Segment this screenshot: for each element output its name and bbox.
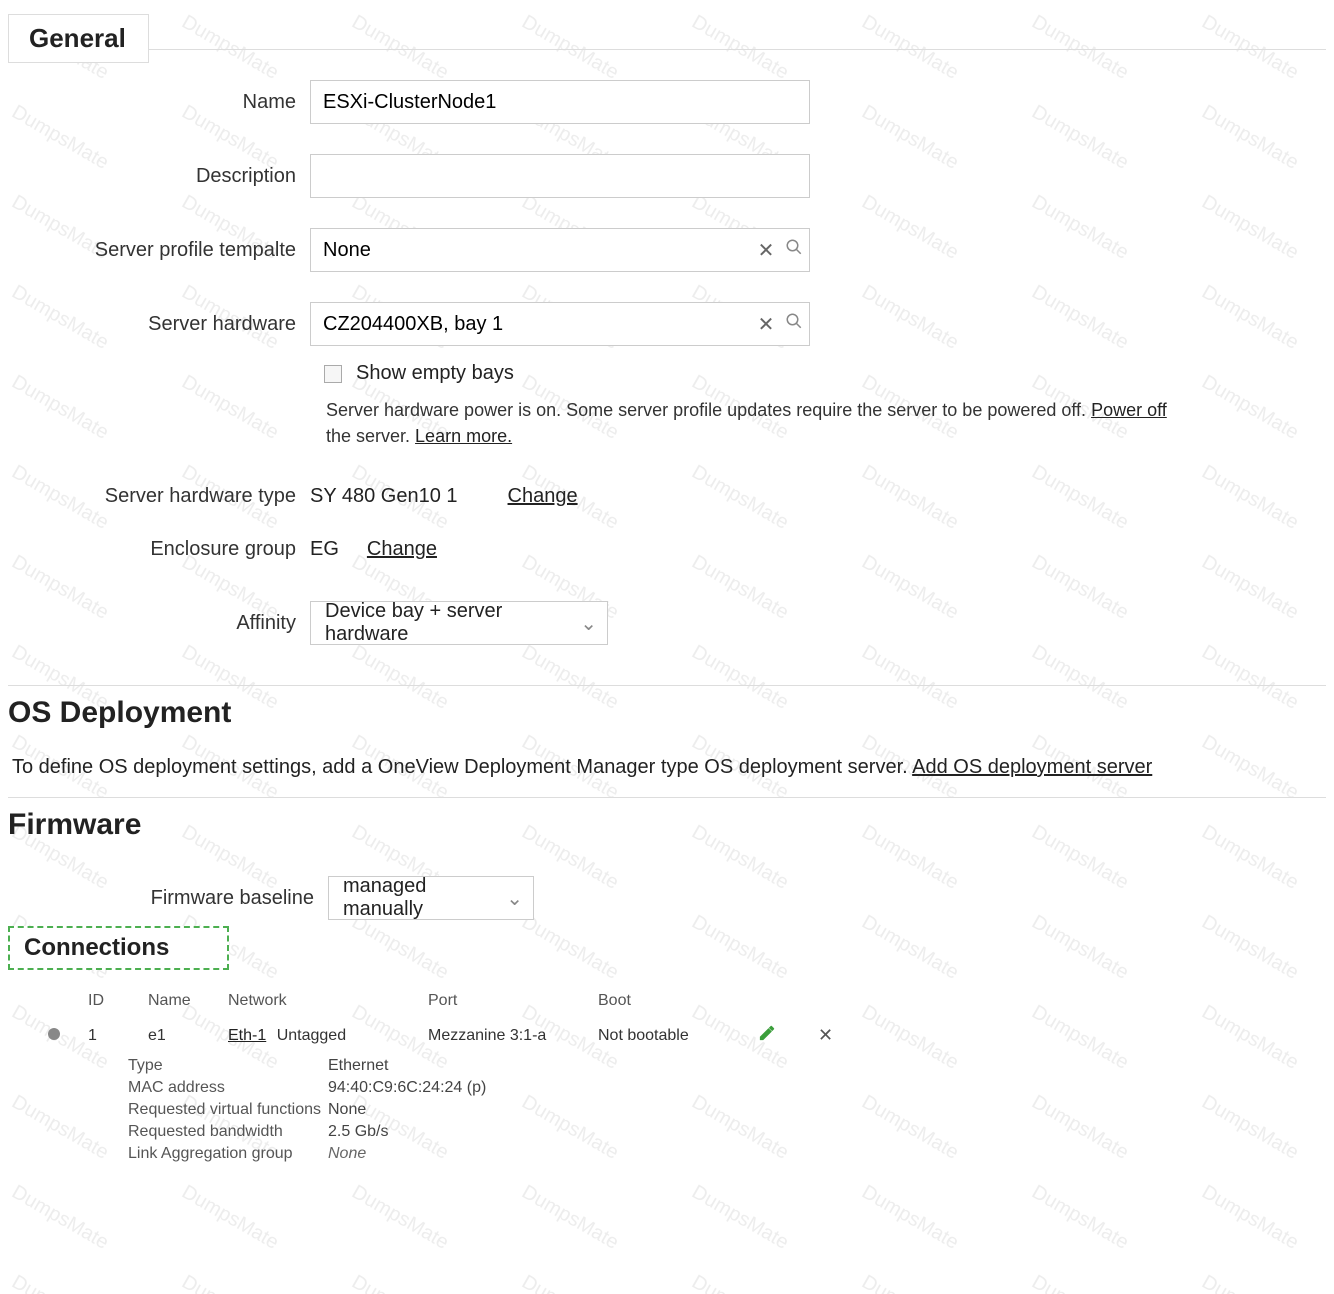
detail-type-v: Ethernet bbox=[328, 1057, 628, 1075]
label-firmware-baseline: Firmware baseline bbox=[8, 887, 328, 910]
clear-icon[interactable]: ✕ bbox=[753, 238, 779, 263]
label-template: Server profile tempalte bbox=[8, 239, 310, 262]
name-input[interactable] bbox=[310, 80, 810, 124]
connections-header-row: ID Name Network Port Boot bbox=[48, 992, 1306, 1010]
conn-network-tag: Untagged bbox=[277, 1027, 346, 1044]
label-description: Description bbox=[8, 165, 310, 188]
conn-id: 1 bbox=[88, 1027, 148, 1045]
search-icon[interactable] bbox=[779, 238, 809, 262]
conn-name: e1 bbox=[148, 1027, 228, 1045]
search-icon[interactable] bbox=[779, 312, 809, 336]
firmware-baseline-value: managed manually bbox=[343, 875, 496, 921]
chevron-down-icon: ⌄ bbox=[580, 611, 597, 636]
label-name: Name bbox=[8, 91, 310, 114]
detail-mac-v: 94:40:C9:6C:24:24 (p) bbox=[328, 1079, 628, 1097]
section-title: General bbox=[29, 23, 126, 53]
row-affinity: Affinity Device bay + server hardware ⌄ bbox=[8, 601, 1326, 645]
label-hw-type: Server hardware type bbox=[8, 485, 310, 508]
col-boot: Boot bbox=[598, 992, 758, 1010]
template-combo-text[interactable] bbox=[311, 229, 753, 271]
description-input[interactable] bbox=[310, 154, 810, 198]
power-off-link[interactable]: Power off bbox=[1091, 400, 1167, 420]
col-id: ID bbox=[88, 992, 148, 1010]
row-firmware-baseline: Firmware baseline managed manually ⌄ bbox=[8, 876, 1326, 920]
section-title: Firmware bbox=[8, 808, 141, 841]
conn-network-link[interactable]: Eth-1 bbox=[228, 1027, 266, 1044]
section-title: OS Deployment bbox=[8, 696, 231, 729]
section-header-firmware: Firmware bbox=[8, 808, 1326, 842]
section-title: Connections bbox=[24, 934, 169, 961]
affinity-value: Device bay + server hardware bbox=[325, 600, 570, 646]
page-content: General Name Description Server profile … bbox=[0, 0, 1334, 1163]
col-name: Name bbox=[148, 992, 228, 1010]
hardware-combo[interactable]: ✕ bbox=[310, 302, 810, 346]
row-description: Description bbox=[8, 154, 1326, 198]
row-hardware: Server hardware ✕ bbox=[8, 302, 1326, 346]
hw-type-change-link[interactable]: Change bbox=[508, 485, 578, 508]
template-combo[interactable]: ✕ bbox=[310, 228, 810, 272]
detail-lag-v: None bbox=[328, 1145, 628, 1163]
delete-icon[interactable]: ✕ bbox=[818, 1025, 858, 1046]
conn-port: Mezzanine 3:1-a bbox=[428, 1027, 598, 1045]
power-note: Server hardware power is on. Some server… bbox=[326, 397, 1186, 449]
row-template: Server profile tempalte ✕ bbox=[8, 228, 1326, 272]
chevron-down-icon: ⌄ bbox=[506, 886, 523, 911]
label-hardware: Server hardware bbox=[8, 313, 310, 336]
section-rule bbox=[8, 49, 1326, 50]
status-dot-icon bbox=[48, 1028, 60, 1040]
section-rule bbox=[8, 797, 1326, 798]
section-rule bbox=[8, 685, 1326, 686]
label-enclosure-group: Enclosure group bbox=[8, 538, 310, 561]
connection-row: 1 e1 Eth-1 Untagged Mezzanine 3:1-a Not … bbox=[48, 1020, 1306, 1051]
enclosure-group-value: EG bbox=[310, 538, 339, 561]
add-os-server-link[interactable]: Add OS deployment server bbox=[912, 756, 1152, 778]
row-enclosure-group: Enclosure group EG Change bbox=[8, 538, 1326, 561]
row-name: Name bbox=[8, 80, 1326, 124]
power-note-prefix: Server hardware power is on. Some server… bbox=[326, 400, 1091, 420]
learn-more-link[interactable]: Learn more. bbox=[415, 426, 512, 446]
os-text-prefix: To define OS deployment settings, add a … bbox=[12, 756, 912, 778]
col-network: Network bbox=[228, 992, 428, 1010]
detail-mac-k: MAC address bbox=[128, 1079, 328, 1097]
detail-rvf-k: Requested virtual functions bbox=[128, 1101, 328, 1119]
detail-rbw-k: Requested bandwidth bbox=[128, 1123, 328, 1141]
firmware-baseline-dropdown[interactable]: managed manually ⌄ bbox=[328, 876, 534, 920]
power-note-mid: the server. bbox=[326, 426, 415, 446]
hardware-combo-text[interactable] bbox=[311, 303, 753, 345]
detail-rbw-v: 2.5 Gb/s bbox=[328, 1123, 628, 1141]
show-empty-bays-checkbox[interactable] bbox=[324, 365, 342, 383]
section-header-general: General bbox=[8, 14, 149, 63]
detail-rvf-v: None bbox=[328, 1101, 628, 1119]
section-header-connections: Connections bbox=[8, 926, 229, 970]
detail-type-k: Type bbox=[128, 1057, 328, 1075]
edit-icon[interactable] bbox=[758, 1024, 818, 1047]
conn-boot: Not bootable bbox=[598, 1027, 758, 1045]
os-deployment-text: To define OS deployment settings, add a … bbox=[12, 756, 1322, 779]
connections-table: ID Name Network Port Boot 1 e1 Eth-1 Unt… bbox=[48, 992, 1306, 1163]
show-empty-bays-label: Show empty bays bbox=[356, 362, 514, 385]
col-port: Port bbox=[428, 992, 598, 1010]
row-show-empty-bays: Show empty bays bbox=[324, 362, 1326, 385]
enclosure-group-change-link[interactable]: Change bbox=[367, 538, 437, 561]
section-header-os: OS Deployment bbox=[8, 696, 1326, 730]
clear-icon[interactable]: ✕ bbox=[753, 312, 779, 337]
row-hw-type: Server hardware type SY 480 Gen10 1 Chan… bbox=[8, 485, 1326, 508]
connection-details: Type Ethernet MAC address 94:40:C9:6C:24… bbox=[128, 1057, 1306, 1163]
hw-type-value: SY 480 Gen10 1 bbox=[310, 485, 458, 508]
detail-lag-k: Link Aggregation group bbox=[128, 1145, 328, 1163]
affinity-dropdown[interactable]: Device bay + server hardware ⌄ bbox=[310, 601, 608, 645]
label-affinity: Affinity bbox=[8, 612, 310, 635]
